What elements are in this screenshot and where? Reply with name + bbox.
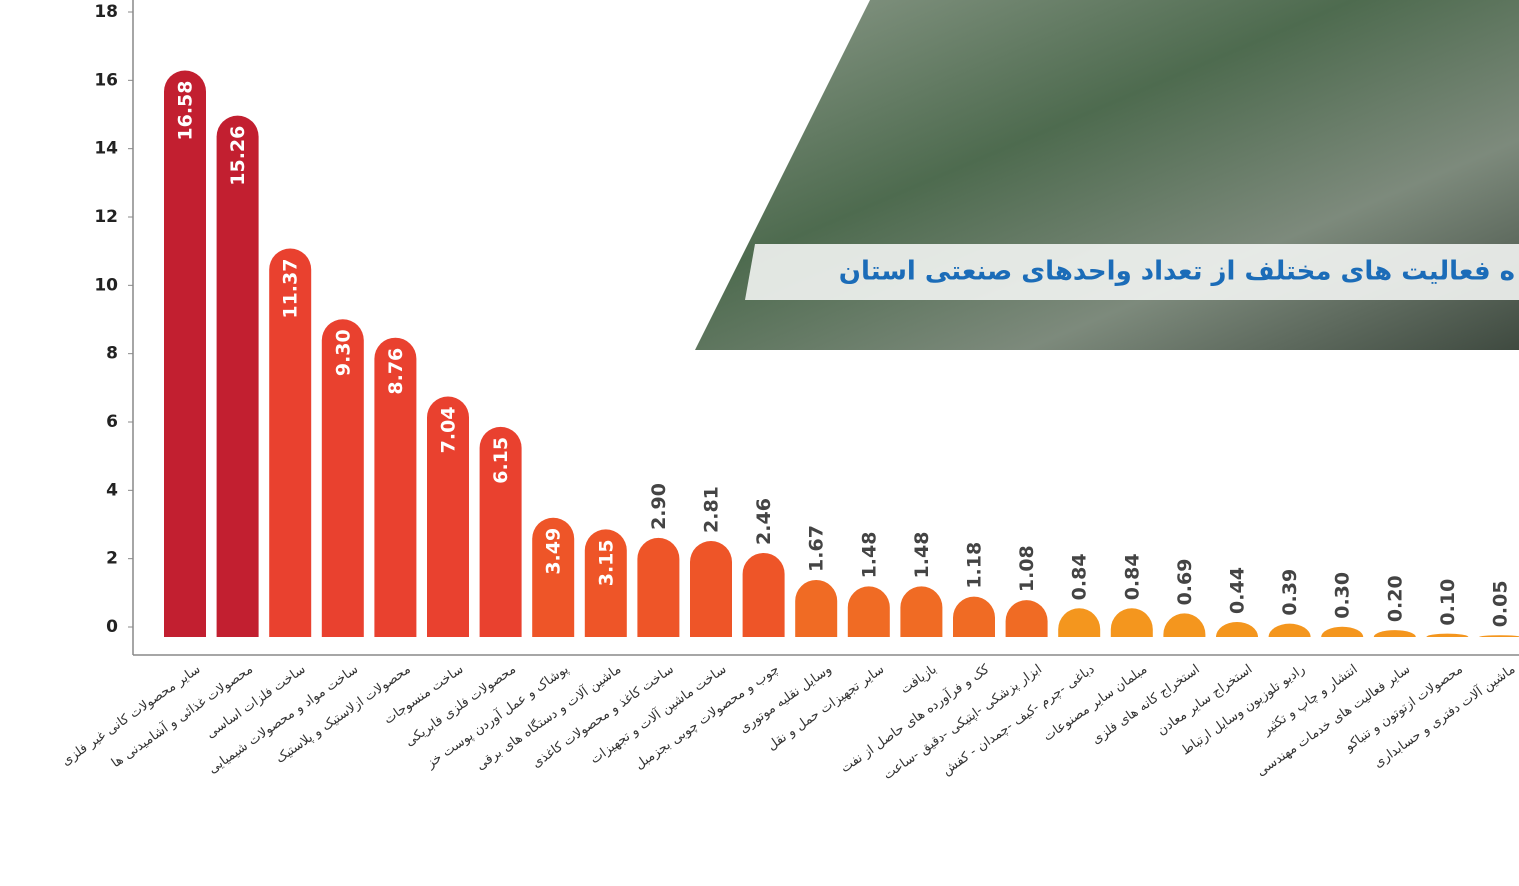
- y-tick-label: 12: [94, 207, 118, 227]
- bar: [216, 115, 259, 637]
- value-label: 0.05: [1490, 580, 1512, 627]
- value-label: 8.76: [385, 348, 407, 395]
- value-label: 1.18: [964, 542, 986, 589]
- value-label: 2.81: [701, 486, 723, 533]
- bar: [742, 552, 785, 637]
- value-label: 0.30: [1332, 572, 1354, 619]
- bar: [1216, 621, 1258, 637]
- bar: [584, 529, 627, 637]
- y-tick-label: 6: [106, 412, 118, 432]
- bar: [1268, 623, 1311, 637]
- value-label: 0.84: [1069, 553, 1091, 600]
- value-label: 0.20: [1384, 575, 1406, 622]
- bar: [900, 586, 943, 637]
- x-tick-label: وسایل نقلیه موتوری: [737, 662, 835, 737]
- bar: [1373, 630, 1416, 637]
- value-label: 3.15: [595, 539, 617, 586]
- x-tick-label: بازیافت: [898, 662, 940, 697]
- value-label: 11.37: [280, 259, 302, 319]
- bar: [690, 540, 732, 637]
- bar: [1163, 613, 1206, 637]
- value-label: 0.84: [1121, 553, 1143, 600]
- bar: [795, 579, 838, 637]
- bar: [427, 396, 469, 637]
- value-label: 16.58: [175, 81, 197, 141]
- bar: [1110, 608, 1153, 637]
- value-label: 0.10: [1437, 579, 1459, 626]
- bar: [164, 70, 206, 637]
- y-tick-label: 4: [106, 480, 118, 500]
- bar: [1426, 633, 1469, 637]
- title-band: [745, 244, 1519, 300]
- y-tick-label: 10: [94, 275, 118, 295]
- bar: [1058, 608, 1101, 637]
- value-label: 1.48: [911, 532, 933, 579]
- value-label: 0.69: [1174, 559, 1196, 606]
- value-label: 9.30: [332, 329, 354, 376]
- value-label: 6.15: [490, 437, 512, 484]
- value-label: 0.44: [1227, 567, 1249, 614]
- value-label: 0.39: [1279, 569, 1301, 616]
- bar: [532, 517, 575, 637]
- value-label: 1.48: [858, 532, 880, 579]
- bar: [479, 426, 522, 637]
- value-label: 3.49: [543, 528, 565, 575]
- bar: [374, 337, 417, 637]
- bar: [1479, 635, 1519, 637]
- bar: [1005, 600, 1048, 637]
- y-tick-label: 0: [106, 617, 118, 637]
- value-label: 7.04: [438, 406, 460, 453]
- value-label: 1.08: [1016, 545, 1038, 592]
- bar: [637, 537, 680, 637]
- y-tick-label: 16: [94, 70, 118, 90]
- y-tick-label: 14: [94, 139, 118, 159]
- bar: [1321, 626, 1364, 637]
- bar: [847, 586, 890, 637]
- y-tick-label: 8: [106, 344, 118, 364]
- y-tick-label: 18: [94, 2, 118, 22]
- bar: [321, 319, 364, 637]
- y-tick-label: 2: [106, 549, 118, 569]
- value-label: 15.26: [227, 126, 249, 186]
- bar: [269, 248, 312, 637]
- value-label: 1.67: [806, 525, 828, 572]
- bar: [953, 596, 995, 637]
- chart-title: ه فعالیت های مختلف از تعداد واحدهای صنعت…: [839, 257, 1515, 287]
- value-label: 2.46: [753, 498, 775, 545]
- value-label: 2.90: [648, 483, 670, 530]
